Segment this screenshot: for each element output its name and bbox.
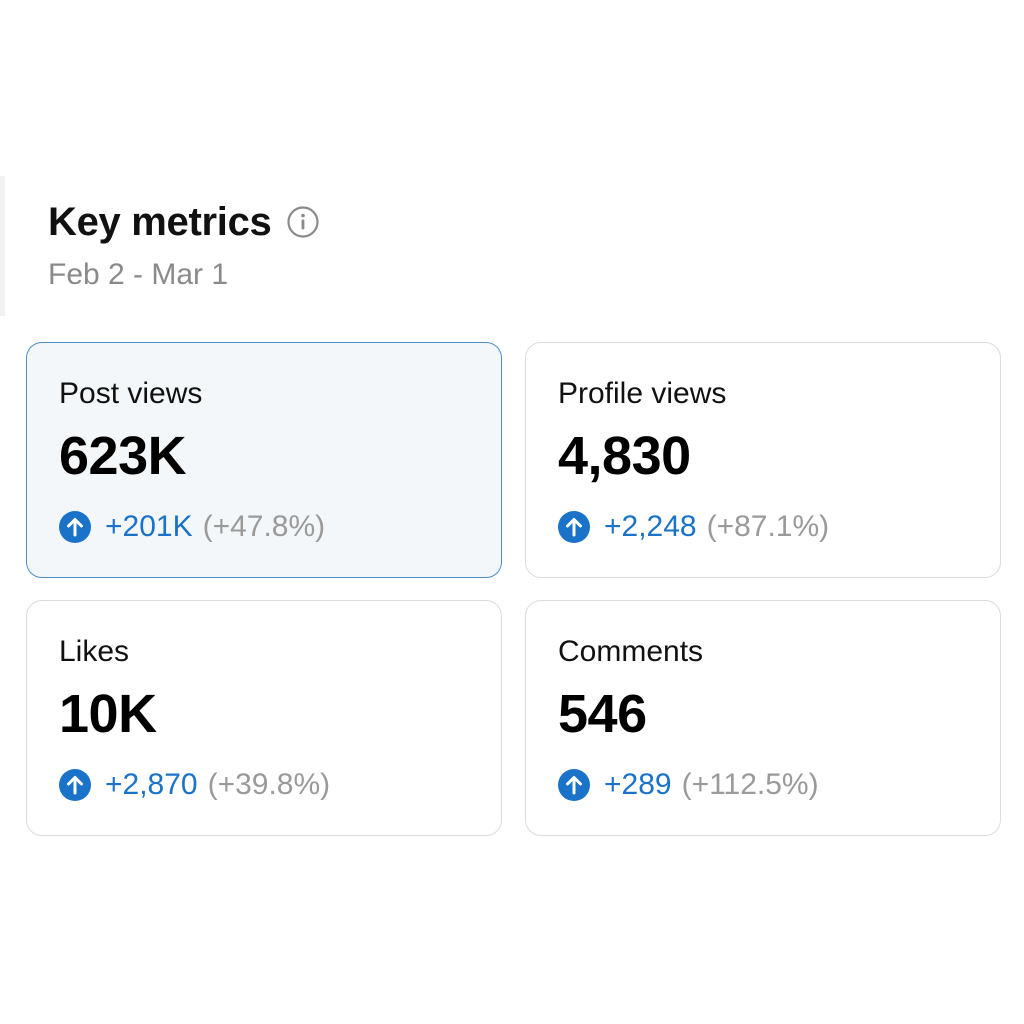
metric-change: +2,248 (+87.1%)	[558, 509, 829, 545]
metric-change: +2,870 (+39.8%)	[59, 767, 330, 803]
arrow-up-circle-icon	[59, 511, 91, 543]
metric-value: 10K	[59, 684, 157, 744]
metric-delta: +2,248	[604, 510, 697, 543]
metric-label: Profile views	[558, 377, 727, 410]
metric-delta: +289	[604, 768, 672, 801]
key-metrics-header: Key metrics Feb 2 - Mar 1	[48, 196, 320, 292]
metric-delta: +201K	[105, 510, 193, 543]
metric-label: Post views	[59, 377, 203, 410]
arrow-up-circle-icon	[558, 769, 590, 801]
metric-value: 546	[558, 684, 647, 744]
arrow-up-circle-icon	[59, 769, 91, 801]
metric-delta-percent: (+112.5%)	[681, 768, 819, 801]
arrow-up-circle-icon	[558, 511, 590, 543]
metric-delta: +2,870	[105, 768, 198, 801]
metric-card-comments[interactable]: Comments 546 +289 (+112.5%)	[525, 600, 1001, 836]
metric-value: 4,830	[558, 426, 691, 486]
metric-value: 623K	[59, 426, 187, 486]
page-title: Key metrics	[48, 199, 272, 244]
metric-label: Likes	[59, 635, 130, 668]
title-row: Key metrics	[48, 196, 320, 248]
date-range: Feb 2 - Mar 1	[48, 258, 229, 291]
metric-card-profile-views[interactable]: Profile views 4,830 +2,248 (+87.1%)	[525, 342, 1001, 578]
metric-card-post-views[interactable]: Post views 623K +201K (+47.8%)	[26, 342, 502, 578]
metric-delta-percent: (+87.1%)	[706, 510, 830, 543]
info-circle-icon[interactable]	[286, 205, 320, 239]
metric-delta-percent: (+39.8%)	[207, 768, 331, 801]
metric-card-likes[interactable]: Likes 10K +2,870 (+39.8%)	[26, 600, 502, 836]
left-edge-divider	[0, 176, 5, 316]
metric-change: +201K (+47.8%)	[59, 509, 325, 545]
metric-change: +289 (+112.5%)	[558, 767, 819, 803]
metric-label: Comments	[558, 635, 704, 668]
metric-delta-percent: (+47.8%)	[202, 510, 326, 543]
